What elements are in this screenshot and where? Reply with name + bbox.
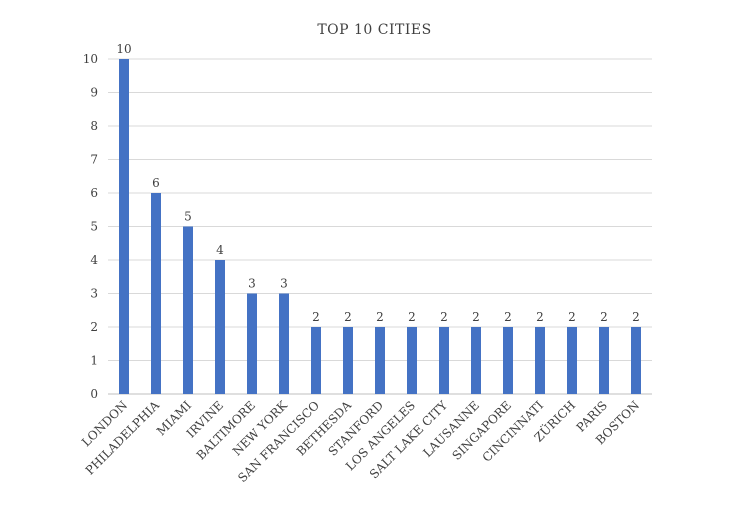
bar (535, 327, 545, 394)
data-label: 2 (568, 310, 576, 324)
data-label: 6 (152, 176, 160, 190)
bar (215, 260, 225, 394)
data-label: 2 (376, 310, 384, 324)
data-label: 2 (344, 310, 352, 324)
y-tick-label: 4 (90, 253, 98, 267)
y-tick-label: 6 (90, 186, 98, 200)
bar (631, 327, 641, 394)
data-label: 4 (216, 243, 224, 257)
data-label: 2 (312, 310, 320, 324)
data-label: 2 (600, 310, 608, 324)
bar (599, 327, 609, 394)
data-label: 2 (408, 310, 416, 324)
data-label: 2 (536, 310, 544, 324)
y-tick-label: 7 (90, 153, 98, 167)
chart-title: TOP 10 CITIES (317, 22, 432, 38)
data-label: 2 (504, 310, 512, 324)
y-tick-label: 0 (90, 387, 98, 401)
bar (183, 226, 193, 394)
y-tick-label: 3 (90, 287, 98, 301)
data-label: 2 (440, 310, 448, 324)
bar (567, 327, 577, 394)
y-tick-label: 10 (83, 52, 98, 66)
bar (439, 327, 449, 394)
bar (247, 293, 257, 394)
bar (151, 193, 161, 394)
data-label: 2 (632, 310, 640, 324)
y-tick-label: 2 (90, 320, 98, 334)
data-label: 3 (248, 277, 256, 291)
data-label: 10 (116, 42, 131, 56)
data-label: 2 (472, 310, 480, 324)
bar (375, 327, 385, 394)
bar (343, 327, 353, 394)
y-tick-label: 9 (90, 86, 98, 100)
y-tick-label: 5 (90, 220, 98, 234)
bar (119, 59, 129, 394)
bar (471, 327, 481, 394)
y-tick-label: 1 (90, 354, 98, 368)
data-label: 3 (280, 277, 288, 291)
bar (407, 327, 417, 394)
bar (503, 327, 513, 394)
bar (279, 293, 289, 394)
data-label: 5 (184, 210, 192, 224)
y-tick-label: 8 (90, 119, 98, 133)
bar (311, 327, 321, 394)
